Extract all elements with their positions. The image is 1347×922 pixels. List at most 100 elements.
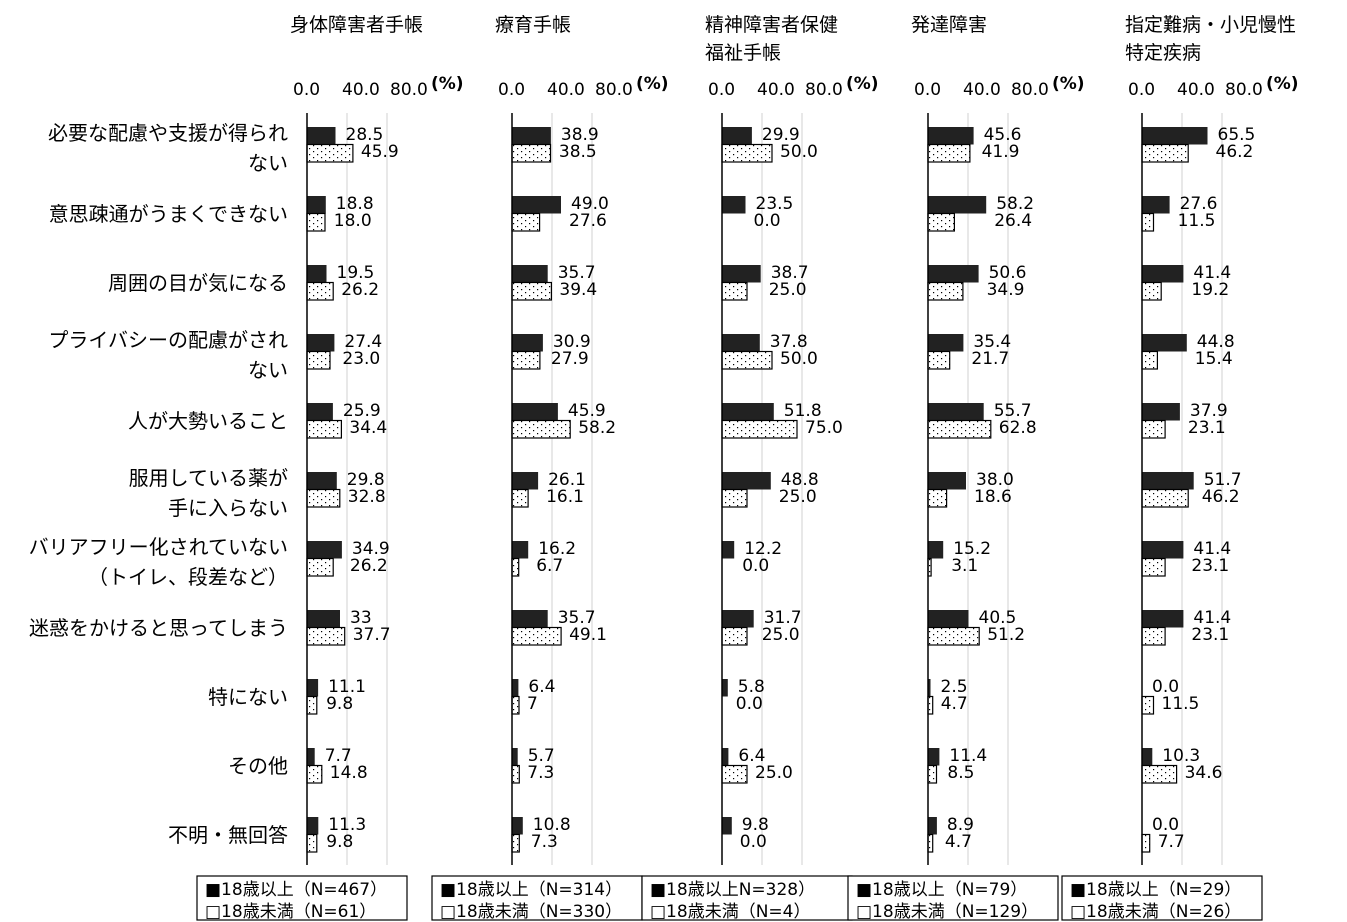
bar-18-and-over xyxy=(307,817,319,835)
bar-under-18 xyxy=(511,626,562,646)
data-label: 39.4 xyxy=(559,280,597,300)
data-label: 5.7 xyxy=(528,746,555,766)
x-tick-label: 40.0 xyxy=(963,80,1001,100)
data-label: 19.5 xyxy=(337,263,375,283)
data-label: 23.1 xyxy=(1191,625,1229,645)
bar-under-18 xyxy=(1141,764,1178,784)
bar-18-and-over xyxy=(512,403,558,421)
data-label: 7.7 xyxy=(325,746,352,766)
bar-under-18 xyxy=(511,212,541,232)
bar-18-and-over xyxy=(1142,472,1194,490)
data-label: 26.2 xyxy=(341,280,379,300)
data-label: 23.0 xyxy=(342,349,380,369)
data-label: 4.7 xyxy=(941,694,968,714)
bar-18-and-over xyxy=(928,817,937,835)
bar-18-and-over xyxy=(307,196,326,214)
bar-18-and-over xyxy=(512,334,543,352)
data-label: 32.8 xyxy=(348,487,386,507)
legend-entry: □18歳未満（N=61） xyxy=(205,902,376,922)
legend-entry: □18歳未満（N=129） xyxy=(856,902,1038,922)
bar-18-and-over xyxy=(307,334,335,352)
bar-18-and-over xyxy=(722,817,732,835)
data-label: 18.6 xyxy=(974,487,1012,507)
bar-18-and-over xyxy=(722,127,752,145)
bar-under-18 xyxy=(306,212,326,232)
x-tick-label: 80.0 xyxy=(390,80,428,100)
bar-under-18 xyxy=(306,626,346,646)
x-tick-label: 0.0 xyxy=(293,80,320,100)
bar-18-and-over xyxy=(722,334,760,352)
x-tick-label: 40.0 xyxy=(342,80,380,100)
bar-18-and-over xyxy=(512,748,518,766)
legend: ■18歳以上（N=79）□18歳未満（N=129） xyxy=(847,875,1059,922)
bar-under-18 xyxy=(721,764,748,784)
category-label: 服用している薬が xyxy=(129,466,288,490)
bar-18-and-over xyxy=(307,610,340,628)
category-label: 必要な配慮や支援が得られ xyxy=(48,121,288,145)
data-label: 15.4 xyxy=(1195,349,1233,369)
bar-18-and-over xyxy=(307,679,319,697)
unit-label: (%) xyxy=(1266,74,1299,94)
bar-under-18 xyxy=(306,764,323,784)
data-label: 7 xyxy=(527,694,538,714)
bar-18-and-over xyxy=(307,127,336,145)
bar-under-18 xyxy=(927,626,980,646)
data-label: 26.4 xyxy=(994,211,1032,231)
data-label: 11.3 xyxy=(328,815,366,835)
bar-18-and-over xyxy=(928,610,969,628)
unit-label: (%) xyxy=(1052,74,1085,94)
bar-under-18 xyxy=(1141,143,1189,163)
data-label: 0.0 xyxy=(1152,815,1179,835)
category-label: ない xyxy=(248,151,288,175)
bar-under-18 xyxy=(1141,281,1162,301)
bar-18-and-over xyxy=(722,610,754,628)
data-label: 3.1 xyxy=(951,556,978,576)
data-label: 0.0 xyxy=(1152,677,1179,697)
data-label: 33 xyxy=(350,608,372,628)
category-label: 周囲の目が気になる xyxy=(108,271,288,295)
category-label: 意思疎通がうまくできない xyxy=(49,202,288,226)
category-label: 迷惑をかけると思ってしまう xyxy=(29,616,288,640)
bar-18-and-over xyxy=(928,403,984,421)
x-tick-label: 0.0 xyxy=(1128,80,1155,100)
data-label: 26.1 xyxy=(548,470,586,490)
bar-under-18 xyxy=(721,143,773,163)
bar-under-18 xyxy=(306,419,343,439)
x-tick-label: 80.0 xyxy=(595,80,633,100)
x-tick-label: 0.0 xyxy=(708,80,735,100)
unit-label: (%) xyxy=(846,74,879,94)
bar-under-18 xyxy=(721,350,773,370)
data-label: 16.2 xyxy=(538,539,576,559)
data-label: 30.9 xyxy=(553,332,591,352)
data-label: 27.6 xyxy=(569,211,607,231)
data-label: 28.5 xyxy=(346,125,384,145)
bar-18-and-over xyxy=(512,196,561,214)
data-label: 38.5 xyxy=(559,142,597,162)
data-label: 11.5 xyxy=(1162,694,1200,714)
data-label: 51.8 xyxy=(784,401,822,421)
data-label: 0.0 xyxy=(736,694,763,714)
x-tick-label: 40.0 xyxy=(547,80,585,100)
unit-label: (%) xyxy=(431,74,464,94)
category-label: その他 xyxy=(228,754,288,778)
data-label: 41.4 xyxy=(1193,263,1231,283)
bar-under-18 xyxy=(306,350,331,370)
data-label: 25.0 xyxy=(755,763,793,783)
data-label: 15.2 xyxy=(953,539,991,559)
bar-under-18 xyxy=(306,557,334,577)
data-label: 8.5 xyxy=(947,763,974,783)
legend-entry: □18歳未満（N=26） xyxy=(1070,902,1241,922)
bar-18-and-over xyxy=(928,265,979,283)
bar-under-18 xyxy=(511,557,520,577)
bar-under-18 xyxy=(1141,833,1151,853)
data-label: 65.5 xyxy=(1218,125,1256,145)
bar-18-and-over xyxy=(307,472,337,490)
legend: ■18歳以上（N=314）□18歳未満（N=330） xyxy=(431,875,643,922)
bar-18-and-over xyxy=(1142,403,1180,421)
bar-under-18 xyxy=(927,419,992,439)
x-tick-label: 0.0 xyxy=(498,80,525,100)
legend-entry: □18歳未満（N=330） xyxy=(440,902,622,922)
data-label: 9.8 xyxy=(326,832,353,852)
data-label: 50.0 xyxy=(780,142,818,162)
bar-18-and-over xyxy=(1142,610,1184,628)
